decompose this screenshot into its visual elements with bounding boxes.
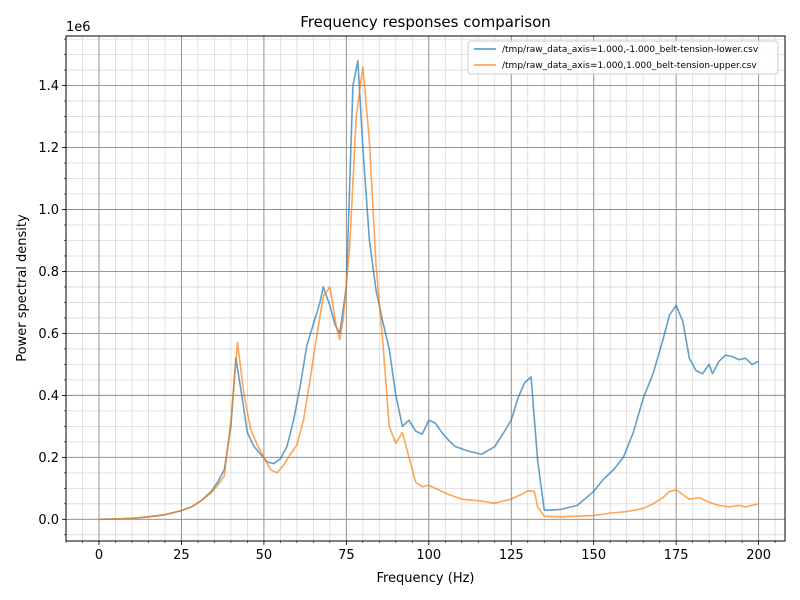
chart-title: Frequency responses comparison	[300, 13, 551, 31]
x-tick-label: 0	[95, 548, 103, 563]
y-axis-label: Power spectral density	[15, 214, 30, 362]
y-tick-label: 1.2	[38, 141, 59, 156]
x-axis-label: Frequency (Hz)	[376, 571, 474, 586]
y-tick-label: 0.0	[38, 513, 59, 528]
legend-label-lower: /tmp/raw_data_axis=1.000,-1.000_belt-ten…	[502, 45, 759, 55]
y-tick-label: 1.0	[38, 203, 59, 218]
y-axis-offset-label: 1e6	[66, 20, 91, 35]
y-tick-label: 0.8	[38, 265, 59, 280]
x-tick-label: 75	[338, 548, 355, 563]
series-line-upper	[98, 66, 759, 521]
legend-box	[467, 40, 779, 75]
y-tick-label: 0.4	[38, 389, 59, 404]
x-tick-label: 50	[256, 548, 273, 563]
y-axis-ticks: 0.0 0.2 0.4 0.6 0.8 1.0 1.2 1.4	[38, 38, 66, 536]
x-tick-label: 200	[746, 548, 771, 563]
x-axis-ticks: 0 25 50 75 100 125 150 175 200	[65, 541, 776, 563]
x-tick-label: 175	[664, 548, 689, 563]
x-tick-label: 150	[581, 548, 606, 563]
series-layer	[98, 59, 759, 521]
x-tick-label: 100	[416, 548, 441, 563]
plot-frame	[65, 35, 786, 542]
plot-area	[66, 36, 785, 541]
legend-label-upper: /tmp/raw_data_axis=1.000,1.000_belt-tens…	[502, 61, 757, 71]
legend: /tmp/raw_data_axis=1.000,-1.000_belt-ten…	[467, 40, 779, 75]
y-tick-label: 0.6	[38, 327, 59, 342]
y-tick-label: 0.2	[38, 451, 59, 466]
x-tick-label: 25	[173, 548, 190, 563]
y-tick-label: 1.4	[38, 79, 59, 94]
x-tick-label: 125	[499, 548, 524, 563]
series-line-lower	[98, 59, 759, 521]
